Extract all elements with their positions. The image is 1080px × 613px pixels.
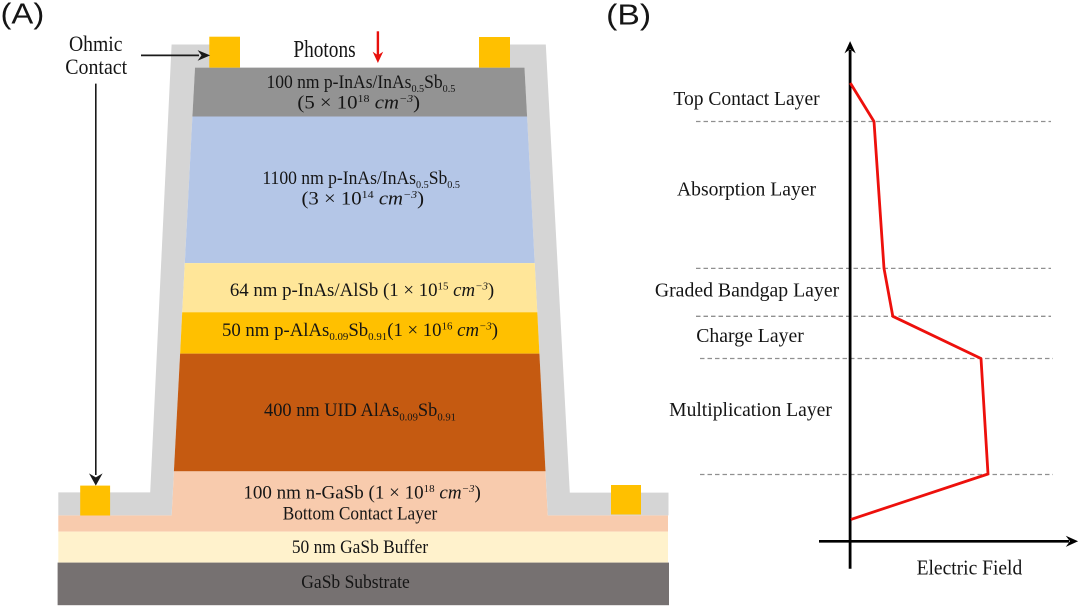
svg-text:(5 × 1018 cm−3): (5 × 1018 cm−3) [297, 92, 420, 113]
svg-text:Bottom Contact Layer: Bottom Contact Layer [283, 503, 438, 524]
svg-text:Multiplication Layer: Multiplication Layer [669, 399, 832, 421]
svg-text:(B): (B) [606, 0, 651, 31]
svg-text:1100 nm p-InAs/InAs0.5Sb0.5: 1100 nm p-InAs/InAs0.5Sb0.5 [262, 167, 460, 191]
svg-text:50 nm GaSb Buffer: 50 nm GaSb Buffer [292, 537, 428, 558]
svg-text:100 nm p-InAs/InAs0.5Sb0.5: 100 nm p-InAs/InAs0.5Sb0.5 [266, 71, 455, 95]
svg-text:Graded Bandgap Layer: Graded Bandgap Layer [655, 279, 840, 301]
svg-text:Top Contact Layer: Top Contact Layer [673, 88, 820, 110]
svg-text:Ohmic: Ohmic [69, 31, 122, 56]
svg-text:Charge Layer: Charge Layer [696, 325, 804, 347]
svg-text:400 nm UID AlAs0.09Sb0.91: 400 nm UID AlAs0.09Sb0.91 [264, 400, 456, 424]
svg-text:64 nm p-InAs/AlSb (1 × 1015 cm: 64 nm p-InAs/AlSb (1 × 1015 cm−3) [230, 280, 494, 301]
svg-text:(A): (A) [1, 0, 45, 30]
svg-text:100 nm n-GaSb (1 × 1018 cm−3): 100 nm n-GaSb (1 × 1018 cm−3) [243, 483, 481, 504]
svg-text:Electric Field: Electric Field [917, 557, 1023, 580]
svg-text:50 nm p-AlAs0.09Sb0.91(1 × 101: 50 nm p-AlAs0.09Sb0.91(1 × 1016 cm−3) [222, 320, 498, 343]
svg-text:Absorption Layer: Absorption Layer [677, 178, 816, 200]
svg-text:Photons: Photons [293, 36, 355, 62]
svg-text:GaSb Substrate: GaSb Substrate [301, 571, 409, 592]
svg-text:(3 × 1014 cm−3): (3 × 1014 cm−3) [302, 188, 425, 209]
svg-text:Contact: Contact [65, 54, 127, 79]
